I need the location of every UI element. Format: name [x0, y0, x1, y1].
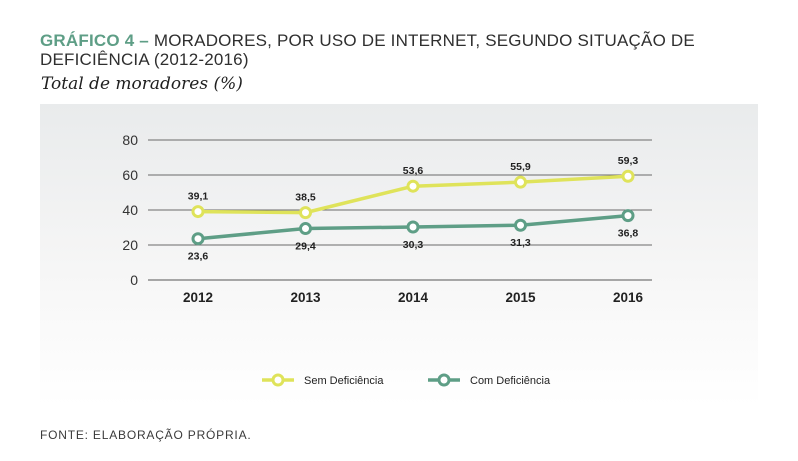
y-tick-label: 0 [130, 272, 138, 288]
legend-swatch-marker [437, 373, 451, 387]
legend-swatch-marker [271, 373, 285, 387]
data-label: 55,9 [510, 161, 531, 173]
data-point [514, 218, 527, 232]
line-chart: 0 20 40 60 80 2012 2013 2014 2015 2016 39,1 38,5 53,… [122, 132, 652, 387]
chart-panel: 0 20 40 60 80 2012 2013 2014 2015 2016 39,1 38,5 53,… [40, 104, 758, 406]
data-point [621, 169, 635, 183]
data-point [406, 179, 420, 193]
x-tick-label: 2013 [290, 290, 321, 305]
data-label: 29,4 [295, 241, 316, 253]
y-tick-label: 80 [122, 132, 138, 148]
data-label: 30,3 [403, 239, 424, 251]
x-tick-label: 2015 [505, 290, 536, 305]
chart-title-lead: GRÁFICO 4 – [40, 31, 149, 50]
data-point [299, 222, 312, 236]
y-tick-label: 40 [122, 202, 138, 218]
data-point [514, 175, 527, 189]
data-point [406, 220, 420, 234]
data-label: 39,1 [188, 191, 209, 203]
data-point [191, 205, 205, 219]
x-tick-label: 2014 [398, 290, 429, 305]
chart-subtitle: Total de moradores (%) [41, 74, 243, 94]
chart-title: GRÁFICO 4 – MORADORES, POR USO DE INTERN… [40, 31, 780, 69]
chart-title-text: MORADORES, POR USO DE INTERNET, SEGUNDO … [40, 31, 695, 69]
data-label: 36,8 [618, 228, 639, 240]
legend-label: Com Deficiência [470, 375, 551, 387]
data-label: 38,5 [295, 192, 316, 204]
data-point [191, 232, 205, 246]
data-label: 53,6 [403, 165, 424, 177]
y-tick-label: 20 [122, 237, 138, 253]
legend-label: Sem Deficiência [304, 375, 384, 387]
data-label: 59,3 [618, 155, 639, 167]
data-point [621, 209, 635, 223]
x-tick-label: 2016 [613, 290, 644, 305]
data-point [299, 206, 312, 220]
x-tick-label: 2012 [183, 290, 213, 305]
data-label: 23,6 [188, 251, 209, 263]
y-tick-label: 60 [122, 167, 138, 183]
source-note: FONTE: ELABORAÇÃO PRÓPRIA. [40, 428, 252, 442]
data-label: 31,3 [510, 237, 531, 249]
